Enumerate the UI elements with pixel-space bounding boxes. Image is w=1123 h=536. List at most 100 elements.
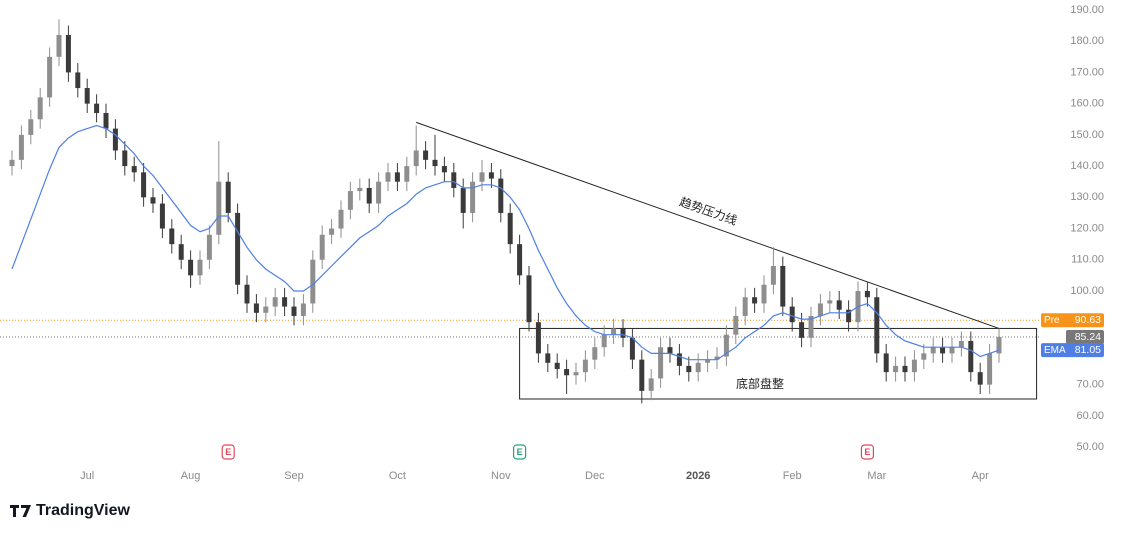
- ema-tag-value: 81.05: [1075, 344, 1101, 356]
- candle-body: [404, 166, 410, 182]
- candle-body: [705, 359, 711, 363]
- candle-body: [169, 228, 175, 245]
- candle-body: [742, 297, 748, 316]
- y-tick-label: 120.00: [1070, 222, 1104, 234]
- candle-body: [206, 234, 212, 260]
- y-tick-label: 190.00: [1070, 4, 1104, 16]
- candle-body: [648, 378, 654, 391]
- candle-body: [658, 347, 664, 379]
- y-tick-label: 110.00: [1071, 254, 1104, 266]
- candle-body: [385, 172, 391, 182]
- y-tick-label: 130.00: [1070, 191, 1104, 203]
- candle-body: [394, 172, 400, 182]
- x-tick-label: 2026: [686, 470, 710, 482]
- candle-body: [94, 103, 100, 114]
- candle-body: [150, 197, 156, 204]
- box-label: 底部盘整: [736, 376, 784, 391]
- candle-body: [911, 359, 917, 373]
- candle-body: [282, 297, 288, 307]
- brand: TradingView: [36, 502, 131, 519]
- candle-body: [517, 244, 523, 276]
- candle-body: [836, 300, 842, 310]
- candle-body: [564, 369, 570, 376]
- candle-body: [112, 128, 118, 151]
- candle-body: [676, 353, 682, 366]
- candle-body: [376, 181, 382, 204]
- candle-body: [620, 328, 626, 338]
- candle-body: [347, 191, 353, 210]
- consolidation-box: [519, 327, 1038, 400]
- candle-body: [695, 362, 701, 373]
- y-tick-label: 100.00: [1070, 285, 1104, 297]
- candle-body: [817, 303, 823, 316]
- candle-body: [178, 244, 184, 260]
- candle-body: [300, 303, 306, 316]
- logo: TradingView: [10, 502, 131, 519]
- pre-tag-value: 90.63: [1075, 314, 1101, 326]
- candle-body: [864, 290, 870, 298]
- x-tick-label: Sep: [284, 470, 304, 482]
- candle-body: [291, 306, 297, 316]
- y-tick-label: 50.00: [1076, 441, 1104, 453]
- candle-body: [893, 365, 899, 373]
- candle-body: [761, 284, 767, 304]
- pre-tag: [1041, 313, 1104, 328]
- x-tick-label: Apr: [972, 470, 989, 482]
- candle-body: [639, 359, 645, 391]
- candle-body: [65, 34, 71, 73]
- candle-body: [977, 372, 983, 385]
- candle-body: [235, 212, 241, 285]
- candle-body: [507, 212, 513, 245]
- candle-body: [103, 113, 109, 129]
- x-tick-label: Mar: [867, 470, 886, 482]
- x-tick-label: Dec: [585, 470, 605, 482]
- x-tick-label: Nov: [491, 470, 511, 482]
- candle-body: [357, 187, 363, 192]
- y-tick-label: 150.00: [1070, 129, 1104, 141]
- earnings-marker: [860, 444, 875, 460]
- candle-body: [930, 347, 936, 354]
- candle-body: [244, 284, 250, 304]
- candle-body: [921, 353, 927, 360]
- candle-body: [470, 181, 476, 213]
- candle-body: [629, 337, 635, 360]
- candle-body: [545, 353, 551, 363]
- candle-body: [686, 365, 692, 373]
- logo-icon: [10, 505, 31, 517]
- candle-body: [423, 150, 429, 160]
- earnings-marker: [221, 444, 235, 460]
- candle-body: [714, 356, 720, 360]
- y-tick-label: 60.00: [1076, 410, 1104, 422]
- candle-body: [958, 340, 964, 348]
- candle-body: [987, 353, 993, 385]
- x-tick-label: Oct: [389, 470, 406, 482]
- y-tick-label: 170.00: [1070, 66, 1104, 78]
- earnings-label: E: [225, 447, 231, 457]
- candle-body: [479, 172, 485, 182]
- candle-body: [667, 347, 673, 354]
- candle-body: [752, 297, 758, 304]
- candle-body: [498, 178, 504, 213]
- candle-body: [592, 347, 598, 360]
- candle-body: [827, 300, 833, 304]
- candle-body: [225, 181, 231, 213]
- candle-body: [874, 297, 880, 354]
- candle-body: [319, 234, 325, 260]
- candle-body: [902, 365, 908, 373]
- candle-body: [37, 97, 43, 120]
- candle-body: [272, 297, 278, 307]
- candle-body: [432, 159, 438, 167]
- candle-body: [968, 340, 974, 373]
- candle-body: [770, 265, 776, 285]
- trendline: [416, 121, 1000, 329]
- candle-body: [601, 334, 607, 348]
- earnings-label: E: [517, 447, 523, 457]
- candle-body: [573, 372, 579, 376]
- candle-body: [263, 306, 269, 313]
- candle-body: [131, 166, 137, 173]
- candle-body: [84, 88, 90, 104]
- pre-tag-label: Pre: [1044, 315, 1060, 326]
- last-tag-value: 85.24: [1075, 331, 1101, 343]
- candle-body: [366, 187, 372, 204]
